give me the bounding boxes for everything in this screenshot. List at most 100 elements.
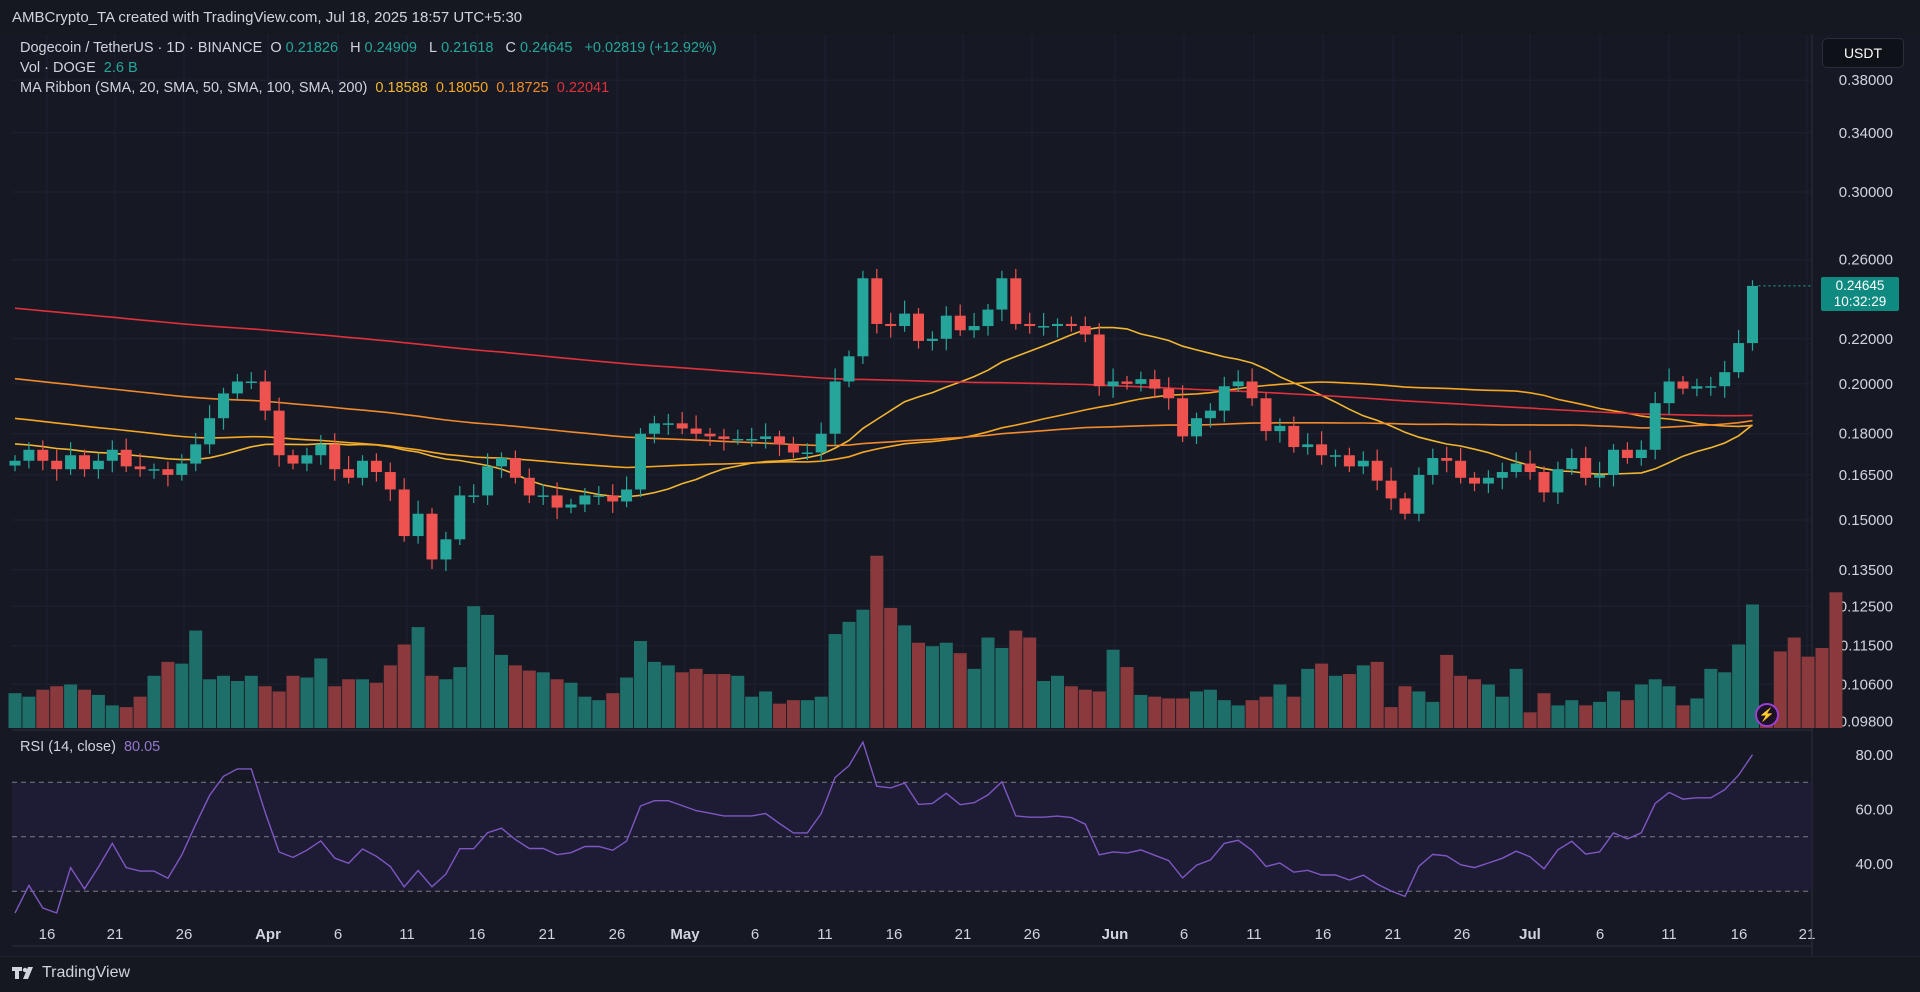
volume-bar [189, 630, 203, 728]
candle-body [1121, 381, 1133, 384]
candle-body [440, 539, 452, 560]
volume-bar [1537, 693, 1551, 728]
candle-body [1719, 372, 1731, 387]
price-chart[interactable]: 0.38000 0.34000 0.30000 0.26000 0.22000 0.200… [0, 34, 1920, 956]
volume-bar [1106, 649, 1120, 728]
volume-bar [981, 637, 995, 728]
candle-body [1330, 455, 1341, 457]
candle-body [1621, 449, 1633, 458]
volume-bar [1051, 675, 1064, 728]
candle-body [537, 495, 549, 497]
volume-bar [1704, 668, 1718, 728]
low-value: 0.21618 [441, 40, 494, 56]
volume-bar [453, 667, 467, 728]
volume-bar [1064, 686, 1078, 728]
volume-bar [620, 677, 634, 728]
volume-bar [1231, 705, 1245, 728]
candle-body [1191, 418, 1202, 437]
price-axis-label: 0.15000 [1839, 512, 1893, 529]
volume-bar [1384, 707, 1398, 728]
candle-body [1482, 477, 1494, 484]
volume-bar [647, 661, 661, 728]
candle-body [245, 381, 257, 384]
volume-bar [1662, 686, 1676, 728]
candle-body [1065, 323, 1077, 327]
volume-bar [397, 644, 411, 728]
price-axis-label: 0.12500 [1839, 598, 1893, 615]
tradingview-logo[interactable]: TradingView [12, 964, 130, 982]
time-axis-label: 16 [469, 926, 486, 943]
price-axis-label: 0.16500 [1839, 467, 1893, 484]
time-axis-label: 26 [1024, 926, 1041, 943]
rsi-legend: RSI (14, close) 80.05 [20, 739, 164, 755]
volume-bar [369, 682, 383, 728]
volume-bar [1412, 691, 1426, 728]
time-axis-label: Apr [255, 926, 281, 943]
ma100-line [14, 377, 1753, 447]
candle-body [1149, 379, 1161, 389]
tradingview-brand: TradingView [42, 964, 131, 981]
volume-bar [1203, 689, 1217, 728]
ma200-line [14, 307, 1753, 417]
volume-bar [1607, 691, 1620, 728]
volume-bar [745, 696, 759, 728]
candle-body [940, 315, 952, 339]
volume-bar [203, 679, 217, 728]
volume-bar [300, 677, 314, 728]
volume-bar [1815, 647, 1829, 728]
ma-ribbon-label: MA Ribbon (SMA, 20, SMA, 50, SMA, 100, S… [20, 80, 368, 96]
candle-body [1580, 457, 1592, 478]
candle-body [746, 439, 758, 441]
time-axis-label: 6 [1180, 926, 1188, 943]
candle-body [635, 433, 646, 490]
candle-body [732, 439, 744, 441]
volume-bar [1176, 698, 1190, 728]
currency-button[interactable]: USDT [1822, 38, 1904, 68]
time-axis-label: 21 [955, 926, 972, 943]
volume-bar [8, 693, 22, 728]
volume-bar [314, 658, 328, 728]
time-axis-label: 11 [1246, 926, 1262, 943]
time-axis-label: 11 [1661, 926, 1677, 943]
candle-body [1455, 460, 1467, 478]
candle-body [662, 423, 674, 425]
volume-bar [1259, 696, 1273, 728]
volume-bar [1523, 712, 1537, 728]
volume-bar [495, 654, 508, 728]
time-axis-label: Jun [1102, 926, 1129, 943]
price-axis-label: 0.18000 [1839, 426, 1893, 443]
volume-bar [1287, 696, 1301, 728]
volume-bar [828, 634, 842, 728]
volume-bar [1162, 698, 1176, 728]
candle-body [871, 278, 883, 324]
volume-bar [1732, 644, 1746, 728]
volume-bar [1634, 684, 1648, 728]
volume-bar [1440, 654, 1454, 728]
candle-body [454, 495, 466, 540]
rsi-axis-label: 40.00 [1855, 856, 1893, 873]
candle-body [1510, 463, 1522, 473]
candle-body [1608, 449, 1619, 475]
candle-body [9, 460, 21, 466]
footer: TradingView [0, 956, 1920, 992]
volume-bar [675, 672, 689, 728]
rsi-axis-label: 80.00 [1855, 747, 1893, 764]
ma50-value: 0.18050 [435, 80, 489, 96]
price-axis-label: 0.11500 [1840, 638, 1893, 655]
lightning-icon[interactable]: ⚡ [1755, 703, 1779, 727]
volume-bar [912, 642, 925, 728]
volume-bar [467, 606, 481, 728]
candle-body [384, 472, 396, 490]
chart-area[interactable]: 0.38000 0.34000 0.30000 0.26000 0.22000 0.200… [0, 34, 1920, 956]
candle-body [760, 436, 772, 440]
candle-body [1691, 386, 1703, 389]
volume-bar [1495, 696, 1509, 728]
volume-bar [1023, 637, 1037, 728]
volume-bar [536, 672, 550, 728]
volume-bar [661, 665, 675, 728]
volume-bar [1801, 656, 1815, 728]
candle-body [509, 457, 521, 478]
candle-body [329, 444, 341, 470]
volume-bar [91, 694, 105, 728]
candle-body [162, 469, 174, 475]
